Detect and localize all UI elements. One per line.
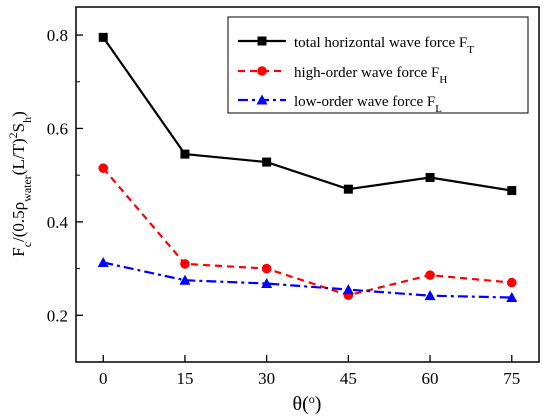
data-point-square <box>507 186 517 196</box>
legend-entry-low-order: low-order wave force FL <box>294 94 442 115</box>
x-tick-label: 45 <box>340 369 357 388</box>
y-tick-label: 0.2 <box>47 306 68 325</box>
plot-frame <box>75 6 540 363</box>
x-tick-label: 60 <box>422 369 439 388</box>
y-axis-label: Fc/(0.5ρwater(L/T)2Sh) <box>6 111 34 257</box>
series-line-circle <box>102 167 512 297</box>
legend-marker-sample <box>257 36 267 46</box>
data-point-triangle <box>506 292 518 303</box>
x-tick-label: 75 <box>503 369 520 388</box>
series-line-triangle <box>103 261 512 299</box>
legend: total horizontal wave force FT high-orde… <box>227 16 529 115</box>
data-point-triangle <box>179 274 191 285</box>
axis-ticks: 0 15 30 45 60 75 0.2 0.4 0.6 0.8 <box>47 26 521 388</box>
legend-marker-sample <box>257 66 267 76</box>
x-tick-label: 15 <box>176 369 193 388</box>
data-point-circle <box>98 163 109 173</box>
data-point-square <box>343 184 353 194</box>
data-point-triangle <box>97 257 109 268</box>
data-point-square <box>180 149 190 159</box>
data-point-triangle <box>424 290 436 301</box>
x-tick-label: 0 <box>99 369 108 388</box>
y-tick-label: 0.8 <box>47 26 68 45</box>
x-axis-label: θ(o) <box>293 392 322 415</box>
series-line-square <box>102 36 512 192</box>
legend-marker-sample <box>256 94 268 105</box>
data-point-circle <box>425 270 435 280</box>
legend-entry-total: total horizontal wave force FT <box>294 35 474 56</box>
data-point-circle <box>506 277 517 288</box>
series-group <box>97 32 518 303</box>
data-point-square <box>262 157 272 167</box>
y-tick-label: 0.6 <box>47 119 68 138</box>
legend-box <box>227 16 529 114</box>
data-point-triangle <box>261 278 273 289</box>
x-tick-label: 30 <box>258 369 275 388</box>
data-point-square <box>98 32 108 42</box>
data-point-circle <box>180 259 190 269</box>
legend-entry-high-order: high-order wave force FH <box>294 65 447 86</box>
y-tick-label: 0.4 <box>47 213 69 232</box>
data-point-circle <box>261 263 272 274</box>
data-point-triangle <box>342 284 354 295</box>
legend-samples <box>238 36 286 105</box>
data-point-square <box>425 172 435 182</box>
